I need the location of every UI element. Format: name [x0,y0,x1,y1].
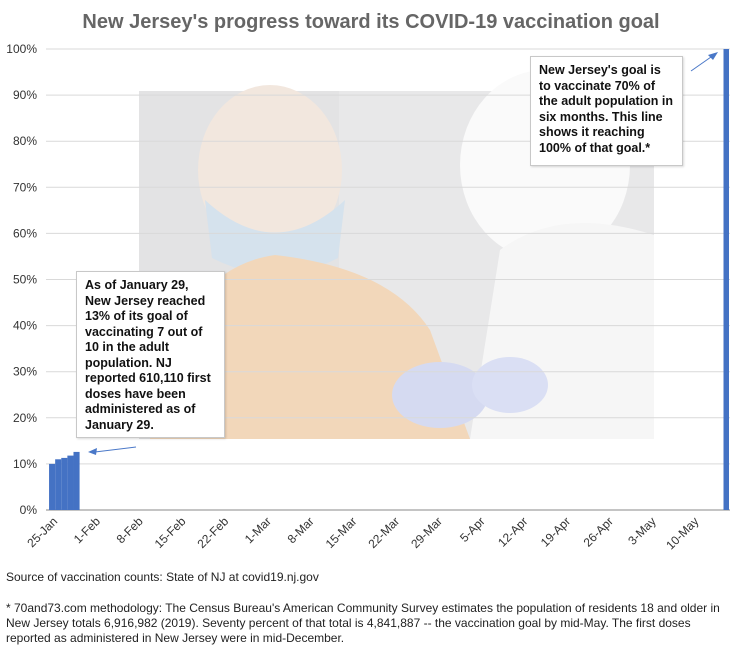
x-tick-label: 12-Apr [495,514,530,549]
bar [73,451,80,510]
methodology-note: * 70and73.com methodology: The Census Bu… [6,601,720,645]
y-axis: 0% 10% 20% 30% 40% 50% 60% 70% 80% 90% 100% [6,42,37,517]
x-tick-label: 19-Apr [538,514,573,549]
x-tick-label: 25-Jan [24,514,60,550]
x-tick-label: 15-Mar [323,514,360,551]
y-tick-label: 80% [13,134,37,148]
x-tick-label: 10-May [663,514,701,552]
x-tick-label: 29-Mar [408,514,445,551]
y-tick-label: 60% [13,226,37,240]
y-tick-label: 50% [13,273,37,287]
x-tick-label: 8-Feb [114,514,146,546]
annotation-arrows [88,52,718,455]
x-tick-label: 15-Feb [152,514,189,551]
annotation-current-progress: As of January 29, New Jersey reached 13%… [76,271,225,438]
y-tick-label: 90% [13,88,37,102]
y-tick-label: 0% [20,503,38,517]
x-tick-label: 26-Apr [581,514,616,549]
bar [723,49,729,510]
bars [49,49,729,510]
x-tick-label: 1-Mar [242,514,274,546]
bar [61,457,68,510]
x-tick-label: 22-Feb [194,514,231,551]
chart-title: New Jersey's progress toward its COVID-1… [82,11,659,33]
bar [67,455,74,510]
x-axis: 25-Jan 1-Feb 8-Feb 15-Feb 22-Feb 1-Mar 8-Mar 15… [24,514,701,552]
bar [55,459,62,510]
y-tick-label: 20% [13,411,37,425]
x-tick-label: 3-May [625,514,658,547]
bar [49,463,56,510]
annotation-goal: New Jersey's goal is to vaccinate 70% of… [530,56,683,166]
x-tick-label: 8-Mar [285,514,317,546]
y-tick-label: 10% [13,457,37,471]
y-tick-label: 100% [6,42,37,56]
x-tick-label: 5-Apr [457,514,488,545]
y-tick-label: 40% [13,319,37,333]
x-tick-label: 22-Mar [365,514,402,551]
x-tick-label: 1-Feb [71,514,103,546]
y-tick-label: 30% [13,365,37,379]
y-tick-label: 70% [13,180,37,194]
source-note: Source of vaccination counts: State of N… [6,570,319,584]
